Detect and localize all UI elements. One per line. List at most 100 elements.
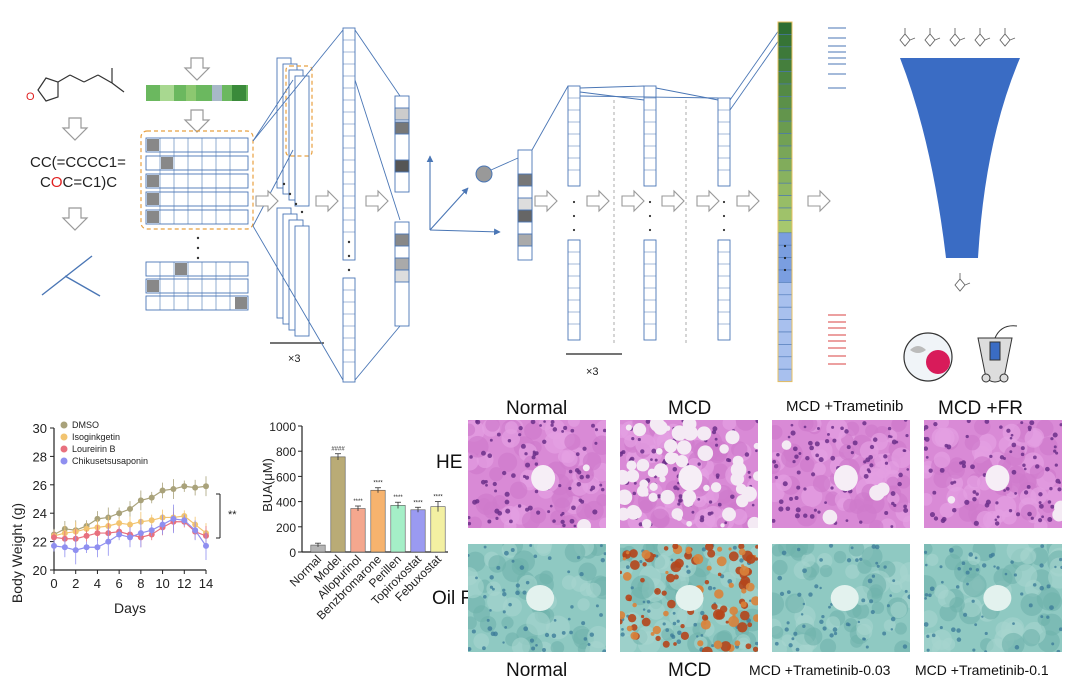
embedding-vector <box>146 85 248 101</box>
bua-bar <box>430 506 446 553</box>
bw-point <box>170 486 177 493</box>
bua-bar <box>370 489 386 553</box>
bua-bar <box>350 508 366 553</box>
bw-point <box>83 544 90 551</box>
legend-label-loureirin: Loureirin B <box>72 444 116 454</box>
bw-point <box>94 544 101 551</box>
bua-bar-chart: BUA(μM) 0 200 400 600 800 1000 Normal####Mode… <box>260 420 448 623</box>
oil-red-image-trametinib-003 <box>772 544 910 652</box>
matrix-highlight-box <box>140 130 254 230</box>
bw-x-label: Days <box>114 600 146 616</box>
bw-x-tick: 12 <box>177 576 191 591</box>
col-label-mcd-top: MCD <box>668 398 712 419</box>
molecule-structure <box>37 68 125 102</box>
col-label-trametinib-01-bottom: MCD +Trametinib-0.1 <box>915 662 1049 678</box>
bua-y-tick: 0 <box>289 546 296 560</box>
bw-point <box>105 538 112 545</box>
connection-lines-2 <box>531 29 780 151</box>
bua-axes: 0 200 400 600 800 1000 <box>269 420 448 560</box>
bw-point <box>94 515 101 522</box>
bw-x-tick: 8 <box>137 576 144 591</box>
flow-arrow-down-3 <box>183 57 211 81</box>
repeat-label-2: ×3 <box>586 366 599 378</box>
bua-significance-marker: **** <box>393 495 403 501</box>
bua-bar <box>390 505 406 553</box>
bw-legend: DMSO Isoginkgetin Loureirin B Chikusetsu… <box>60 420 148 466</box>
bw-point <box>127 534 133 541</box>
bw-significance: ** <box>228 509 237 521</box>
bw-y-tick: 28 <box>33 449 47 464</box>
bw-y-tick: 30 <box>33 421 47 436</box>
dense-columns-grid <box>568 97 730 325</box>
bw-point <box>83 532 90 539</box>
col-label-fr-top: MCD +FR <box>938 398 1023 419</box>
bw-point <box>72 547 79 554</box>
bw-point <box>203 542 209 549</box>
bw-point <box>148 527 155 534</box>
flow-arrows-right <box>255 189 831 213</box>
bw-point <box>116 520 123 527</box>
attention-node <box>475 165 493 183</box>
he-image-mcd <box>620 420 758 528</box>
attention-column <box>517 149 533 261</box>
oil-red-image-mcd <box>620 544 758 652</box>
bua-bar <box>410 509 426 553</box>
bua-y-tick: 600 <box>276 470 296 484</box>
bw-y-tick: 26 <box>33 478 47 493</box>
oil-red-image-trametinib-01 <box>924 544 1062 652</box>
legend-marker-dmso <box>60 421 68 429</box>
repeat-label-1: ×3 <box>288 353 301 365</box>
row-label-he: HE <box>436 452 463 473</box>
output-bars-red <box>828 314 846 365</box>
bua-y-tick: 800 <box>276 445 296 459</box>
bua-y-tick: 200 <box>276 521 296 535</box>
graph-sketch <box>41 255 101 297</box>
bw-y-tick: 20 <box>33 563 47 578</box>
projection-axes <box>426 155 501 236</box>
bw-point <box>127 521 133 528</box>
bw-y-label: Body Weight (g) <box>9 503 25 603</box>
dense-dividers <box>613 100 687 345</box>
bw-y-tick: 22 <box>33 535 47 550</box>
bw-x-tick: 6 <box>116 576 123 591</box>
bw-point <box>203 483 209 490</box>
legend-marker-loureirin <box>60 445 68 453</box>
bw-point <box>181 517 188 524</box>
body-weight-chart: Body Weight (g) Days ** DMSO Isoginkgeti… <box>9 420 237 616</box>
bw-point <box>137 497 144 504</box>
bua-bars: Normal####Model****Allopurinol****Benzbr… <box>287 447 446 623</box>
bw-x-tick: 4 <box>94 576 101 591</box>
legend-marker-isoginkgetin <box>60 433 68 441</box>
bw-y-tick: 24 <box>33 506 47 521</box>
flow-arrow-down-1 <box>61 117 89 141</box>
output-bars-blue <box>828 27 846 89</box>
bw-point <box>192 527 199 534</box>
bw-point <box>61 544 68 551</box>
bw-point <box>148 517 155 524</box>
col-label-mcd-bottom: MCD <box>668 660 712 681</box>
smiles-line-1: CC(=CCCC1= <box>30 154 126 171</box>
flow-arrow-down-4 <box>183 109 211 133</box>
bw-point <box>181 483 188 490</box>
cell-dish-icon <box>903 332 953 382</box>
bw-point <box>159 521 166 528</box>
bw-point <box>83 525 90 532</box>
conv-filter-stack-bottom <box>276 207 310 337</box>
legend-marker-chikusetsusaponin <box>60 457 68 465</box>
smiles-line-2: COC=C1)C <box>40 174 117 191</box>
bw-point <box>94 530 101 537</box>
svg-text:O: O <box>26 91 35 103</box>
bw-series <box>51 476 209 565</box>
network-diagram: O CC(=CCCC1= COC=C1)C <box>26 21 1020 383</box>
bw-point <box>137 530 144 537</box>
dense-ellipsis <box>572 200 726 232</box>
dense-columns <box>567 85 731 341</box>
legend-label-chikusetsusaponin: Chikusetsusaponin <box>72 456 148 466</box>
bw-point <box>51 542 57 549</box>
bua-significance-marker: #### <box>331 447 345 453</box>
bw-point <box>116 531 123 538</box>
conv-ellipsis <box>282 182 304 214</box>
col-label-trametinib-top: MCD +Trametinib <box>786 398 904 415</box>
flow-arrow-down-2 <box>61 207 89 231</box>
